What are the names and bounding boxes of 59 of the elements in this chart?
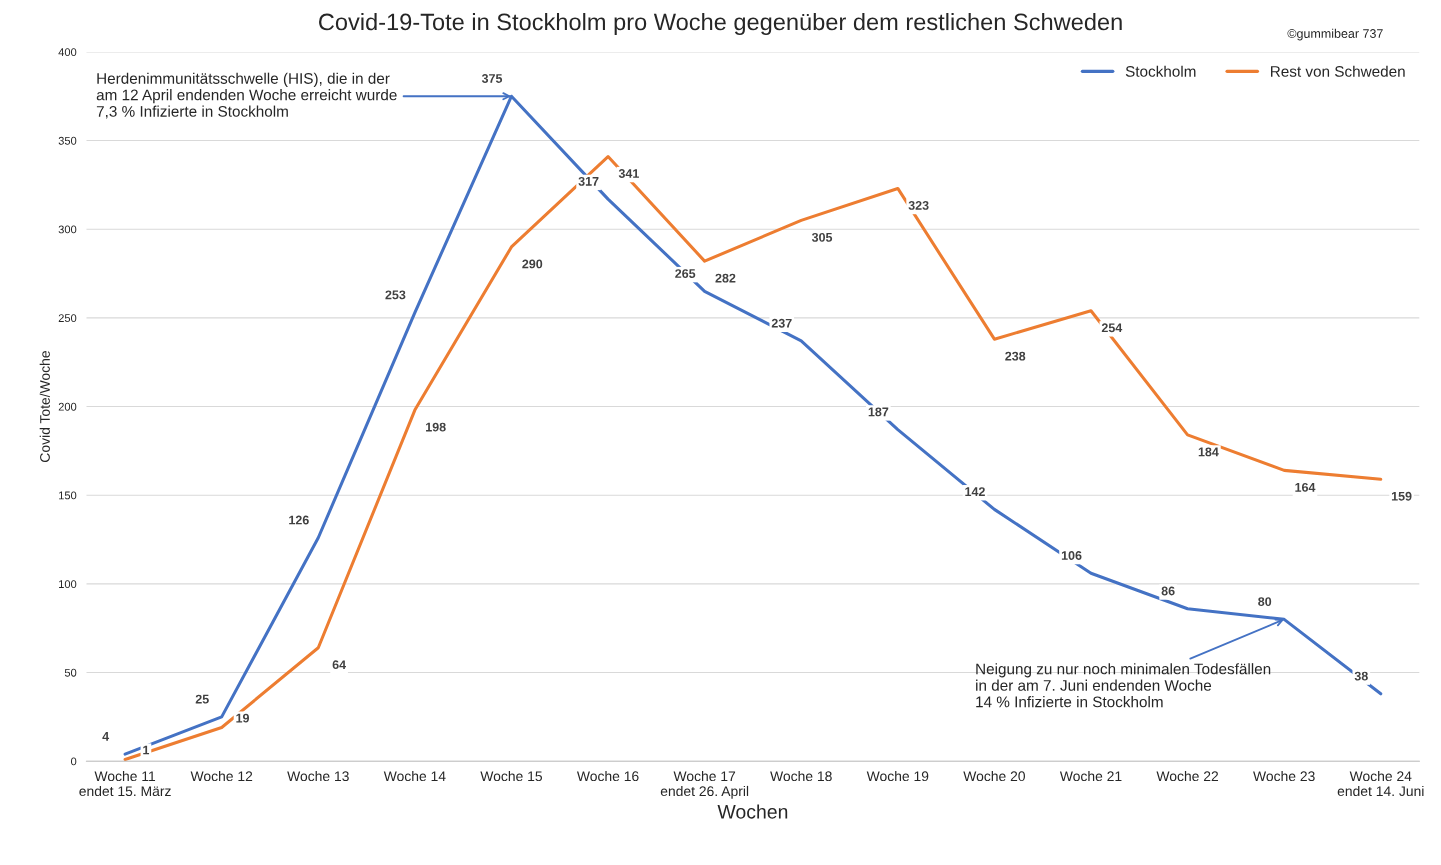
- data-label: 142: [965, 487, 985, 496]
- x-tick-label: Woche 15: [480, 770, 543, 782]
- data-label: 184: [1198, 447, 1219, 457]
- y-tick-label: 150: [59, 491, 77, 500]
- x-tick-label: Woche 20: [963, 770, 1025, 782]
- x-tick-label: Woche 23: [1253, 770, 1315, 782]
- data-label: 106: [1061, 551, 1082, 560]
- data-label: 375: [481, 74, 503, 83]
- y-tick-label: 100: [59, 580, 77, 589]
- y-tick-label: 250: [58, 314, 77, 323]
- x-tick-label: Woche 24 endet 14. Juni: [1337, 770, 1424, 797]
- x-tick-label: Woche 12: [190, 770, 253, 782]
- data-label: 305: [811, 232, 833, 242]
- data-label: 290: [522, 259, 543, 269]
- data-label: 159: [1391, 491, 1412, 501]
- data-label: 265: [675, 269, 696, 278]
- y-tick-label: 50: [64, 668, 77, 677]
- x-tick-label: Woche 13: [287, 770, 349, 782]
- x-tick-label: Woche 19: [866, 770, 929, 782]
- data-label: 126: [289, 515, 309, 525]
- data-label: 237: [771, 318, 792, 328]
- data-label: 341: [618, 169, 639, 178]
- data-label: 254: [1101, 323, 1123, 333]
- annotation: Herdenimmunitätsschwelle (HIS), die in der am 12 April endenden Woche erreicht wurde 7,3 % Infizierte in Stockholm: [96, 72, 397, 119]
- y-tick-label: 400: [58, 48, 77, 57]
- data-label: 38: [1354, 671, 1368, 681]
- data-label: 86: [1161, 586, 1175, 596]
- x-tick-label: Woche 11 endet 15. März: [79, 770, 171, 797]
- data-label: 323: [908, 201, 929, 210]
- y-axis-title: Covid Tote/Woche: [39, 351, 50, 462]
- chart-title: Covid-19-Tote in Stockholm pro Woche gegenüber dem restlichen Schweden: [319, 12, 1122, 35]
- data-label: 187: [868, 407, 889, 417]
- data-label: 253: [385, 290, 406, 300]
- data-label: 25: [195, 694, 209, 704]
- y-tick-label: 200: [58, 402, 77, 411]
- data-label: 317: [578, 176, 599, 186]
- x-axis-title: Wochen: [717, 804, 788, 819]
- data-label: 19: [236, 713, 250, 723]
- annotation: Neigung zu nur noch minimalen Todesfällen in der am 7. Juni endenden Woche 14 % Infizierte in Stockholm: [976, 663, 1271, 708]
- data-label: 238: [1005, 351, 1026, 361]
- x-tick-label: Woche 14: [383, 770, 446, 782]
- data-label: 64: [332, 660, 346, 670]
- x-tick-label: Woche 18: [770, 770, 832, 782]
- data-label: 1: [143, 745, 150, 755]
- y-tick-label: 350: [58, 136, 77, 145]
- data-label: 282: [715, 273, 736, 283]
- y-tick-label: 300: [58, 225, 77, 234]
- legend-label: Rest von Schweden: [1271, 65, 1405, 77]
- y-tick-label: 0: [70, 757, 77, 766]
- text: ©gummibear 737: [1287, 28, 1383, 41]
- x-tick-label: Woche 16: [576, 770, 639, 782]
- x-tick-label: Woche 21: [1059, 770, 1122, 782]
- legend-label: Stockholm: [1125, 65, 1196, 77]
- data-label: 80: [1258, 597, 1272, 607]
- data-label: 4: [102, 732, 110, 741]
- data-label: 164: [1295, 482, 1316, 492]
- data-label: 198: [426, 422, 446, 432]
- x-tick-label: Woche 17 endet 26. April: [660, 770, 749, 799]
- x-tick-label: Woche 22: [1156, 770, 1219, 782]
